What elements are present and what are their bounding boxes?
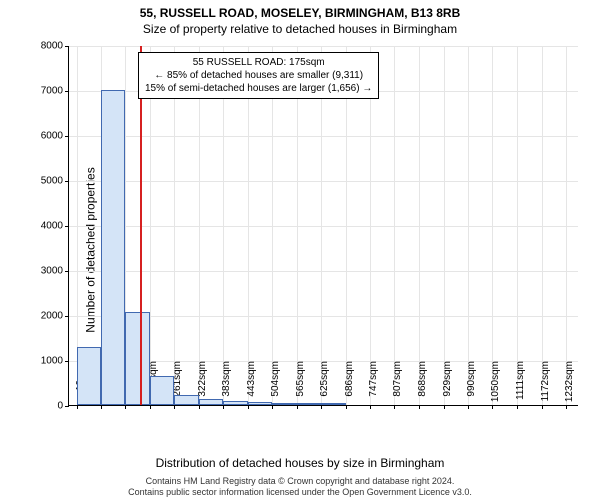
histogram-bar	[174, 395, 199, 405]
footer-line-1: Contains HM Land Registry data © Crown c…	[0, 476, 600, 487]
xtick-label: 929sqm	[442, 361, 453, 411]
histogram-bar	[77, 347, 101, 406]
ytick-label: 4000	[41, 221, 69, 232]
gridline-v	[297, 46, 298, 405]
histogram-bar	[125, 312, 150, 405]
gridline-v	[444, 46, 445, 405]
gridline-v	[223, 46, 224, 405]
gridline-h	[69, 181, 578, 182]
reference-line	[140, 46, 142, 405]
annotation-line-1: 55 RUSSELL ROAD: 175sqm	[145, 56, 372, 69]
chart-title: 55, RUSSELL ROAD, MOSELEY, BIRMINGHAM, B…	[0, 0, 600, 22]
annotation-line-2: ← 85% of detached houses are smaller (9,…	[145, 69, 372, 82]
histogram-bar	[321, 403, 346, 405]
histogram-bar	[272, 403, 297, 405]
gridline-v	[492, 46, 493, 405]
gridline-v	[370, 46, 371, 405]
annotation-line-3: 15% of semi-detached houses are larger (…	[145, 82, 372, 95]
gridline-v	[272, 46, 273, 405]
ytick-label: 2000	[41, 311, 69, 322]
ytick-label: 0	[57, 401, 69, 412]
xtick-label: 807sqm	[392, 361, 403, 411]
gridline-h	[69, 136, 578, 137]
plot-area: 01000200030004000500060007000800019sqm79…	[68, 46, 578, 406]
ytick-label: 8000	[41, 41, 69, 52]
gridline-h	[69, 226, 578, 227]
gridline-v	[199, 46, 200, 405]
gridline-v	[542, 46, 543, 405]
gridline-h	[69, 46, 578, 47]
gridline-v	[566, 46, 567, 405]
gridline-h	[69, 271, 578, 272]
histogram-bar	[297, 403, 321, 405]
histogram-bar	[199, 399, 224, 405]
ytick-label: 1000	[41, 356, 69, 367]
xtick-label: 1111sqm	[515, 361, 526, 411]
reference-annotation: 55 RUSSELL ROAD: 175sqm ← 85% of detache…	[138, 52, 379, 99]
histogram-bar	[248, 402, 273, 405]
xtick-label: 1050sqm	[490, 361, 501, 411]
chart-subtitle: Size of property relative to detached ho…	[0, 22, 600, 40]
gridline-v	[174, 46, 175, 405]
xtick-label: 1232sqm	[564, 361, 575, 411]
x-axis-label: Distribution of detached houses by size …	[0, 456, 600, 470]
footer-line-2: Contains public sector information licen…	[0, 487, 600, 498]
xtick-label: 1172sqm	[540, 361, 551, 411]
gridline-v	[468, 46, 469, 405]
ytick-label: 3000	[41, 266, 69, 277]
plot: 01000200030004000500060007000800019sqm79…	[68, 46, 578, 406]
gridline-v	[394, 46, 395, 405]
ytick-label: 7000	[41, 86, 69, 97]
ytick-label: 6000	[41, 131, 69, 142]
gridline-v	[150, 46, 151, 405]
gridline-v	[517, 46, 518, 405]
ytick-label: 5000	[41, 176, 69, 187]
xtick-label: 868sqm	[417, 361, 428, 411]
gridline-v	[346, 46, 347, 405]
histogram-bar	[223, 401, 247, 405]
gridline-v	[419, 46, 420, 405]
xtick-label: 990sqm	[466, 361, 477, 411]
xtick-label: 747sqm	[368, 361, 379, 411]
footer: Contains HM Land Registry data © Crown c…	[0, 476, 600, 498]
gridline-v	[248, 46, 249, 405]
chart-container: 55, RUSSELL ROAD, MOSELEY, BIRMINGHAM, B…	[0, 0, 600, 500]
gridline-v	[321, 46, 322, 405]
histogram-bar	[150, 376, 174, 405]
histogram-bar	[101, 90, 126, 405]
